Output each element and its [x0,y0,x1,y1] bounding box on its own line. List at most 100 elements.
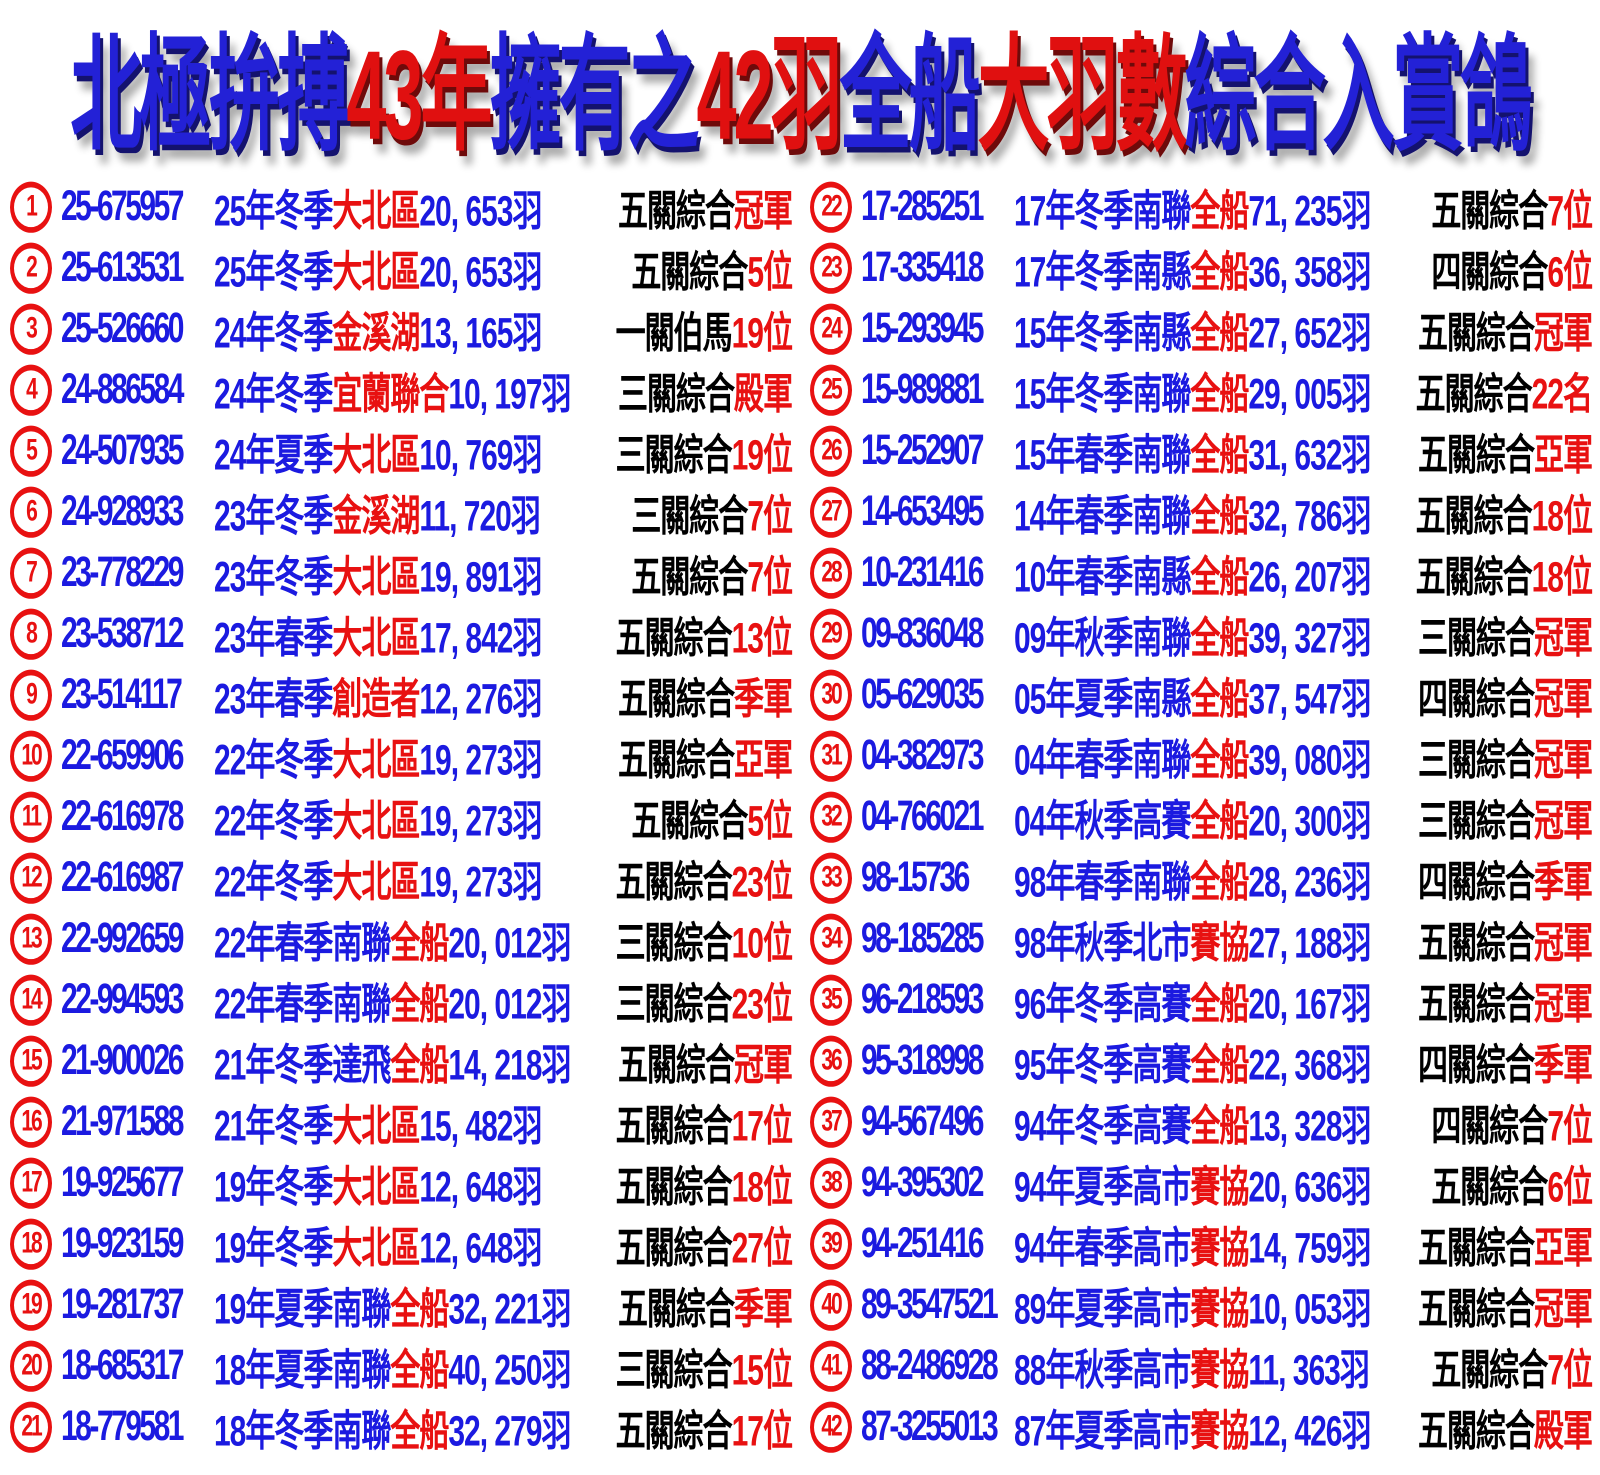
result-category: 四關綜合 [1431,249,1548,296]
bird-count: 27, 652羽 [1248,310,1371,357]
race-club: 全船 [390,1347,449,1394]
bird-count: 19, 273羽 [419,798,542,845]
race-season: 25年冬季 [214,188,333,235]
result-category: 五關綜合 [1418,1225,1535,1272]
ring-number: 19-281737 [61,1280,184,1328]
result-placing: 冠軍 [1534,615,1593,662]
rank-badge: 23 [810,241,852,294]
bird-count: 22, 368羽 [1248,1042,1371,1089]
race-description: 89年夏季高市賽協10, 053羽 [1014,1273,1371,1335]
result-category: 五關綜合 [1418,981,1535,1028]
title-segment: 綜合入賞鴿 [1184,26,1533,167]
result-placing: 亞軍 [1534,1225,1593,1272]
race-club: 賽協 [1190,1347,1249,1394]
bird-count: 20, 012羽 [448,920,571,967]
award-row: 32 04-766021 04年秋季高賽全船20, 300羽 三關綜合冠軍 [810,773,1593,860]
race-description: 95年冬季高賽全船22, 368羽 [1014,1029,1371,1091]
award-row: 35 96-218593 96年冬季高賽全船20, 167羽 五關綜合冠軍 [810,956,1593,1043]
race-season: 94年夏季高市 [1014,1164,1191,1211]
award-row: 15 21-900026 21年冬季達飛全船14, 218羽 五關綜合冠軍 [10,1017,793,1104]
result-placing: 18位 [731,1164,793,1211]
rank-badge: 18 [10,1217,52,1270]
bird-count: 32, 221羽 [448,1286,571,1333]
race-season: 23年冬季 [214,554,333,601]
result-placing: 冠軍 [1534,981,1593,1028]
result-placing: 殿軍 [1534,1408,1593,1455]
rank-badge: 29 [810,607,852,660]
race-description: 88年秋季高市賽協11, 363羽 [1014,1334,1370,1396]
result-placing: 季軍 [734,1286,793,1333]
race-description: 15年春季南聯全船31, 632羽 [1014,419,1371,481]
race-club: 賽協 [1190,1408,1249,1455]
bird-count: 19, 273羽 [419,859,542,906]
result-category: 五關綜合 [615,1164,733,1211]
ring-number: 15-252907 [861,426,984,474]
result-placing: 10位 [731,920,793,967]
race-club: 賽協 [1190,1225,1249,1272]
race-season: 94年春季高市 [1014,1225,1191,1272]
rank-badge: 3 [10,302,52,355]
race-result: 五關綜合18位 [1416,541,1593,603]
race-club: 大北區 [332,188,420,235]
race-description: 17年冬季南聯全船71, 235羽 [1014,175,1371,237]
race-club: 大北區 [332,615,420,662]
rank-badge: 38 [810,1156,852,1209]
race-season: 17年冬季南聯 [1014,188,1191,235]
race-season: 18年冬季南聯 [214,1408,391,1455]
rank-badge: 26 [810,424,852,477]
race-result: 五關綜合5位 [631,236,793,298]
rank-badge: 8 [10,607,52,660]
race-club: 宜蘭聯合 [332,371,449,418]
award-row: 25 15-989881 15年冬季南聯全船29, 005羽 五關綜合22名 [810,346,1593,433]
award-row: 1 25-675957 25年冬季大北區20, 653羽 五關綜合冠軍 [10,163,793,250]
race-season: 88年秋季高市 [1014,1347,1191,1394]
race-season: 15年冬季南聯 [1014,371,1191,418]
ring-number: 17-335418 [861,243,984,291]
rank-badge: 19 [10,1278,52,1331]
result-category: 三關綜合 [1418,615,1535,662]
race-season: 04年秋季高賽 [1014,798,1191,845]
race-season: 18年夏季南聯 [214,1347,391,1394]
title-segment: 擁有之 [489,26,699,167]
race-club: 大北區 [332,1225,420,1272]
bird-count: 26, 207羽 [1248,554,1371,601]
race-season: 23年冬季 [214,493,333,540]
result-placing: 7位 [747,493,793,540]
race-club: 全船 [390,981,449,1028]
award-list-column-right: 22 17-285251 17年冬季南聯全船71, 235羽 五關綜合7位 23 17-3… [810,175,1593,1457]
result-category: 五關綜合 [615,1408,733,1455]
race-season: 96年冬季高賽 [1014,981,1191,1028]
race-description: 22年春季南聯全船20, 012羽 [214,968,571,1030]
rank-badge: 21 [10,1400,52,1453]
race-season: 09年秋季南聯 [1014,615,1191,662]
result-category: 四關綜合 [1418,859,1535,906]
race-description: 24年冬季宜蘭聯合10, 197羽 [214,358,571,420]
race-club: 金溪湖 [332,493,420,540]
race-season: 19年冬季 [214,1225,333,1272]
race-description: 98年春季南聯全船28, 236羽 [1014,846,1371,908]
race-season: 04年春季南聯 [1014,737,1191,784]
ring-number: 22-659906 [61,731,184,779]
rank-badge: 9 [10,668,52,721]
result-category: 三關綜合 [618,371,735,418]
rank-badge: 30 [810,668,852,721]
result-placing: 季軍 [1534,859,1593,906]
ring-number: 24-507935 [61,426,184,474]
rank-badge: 33 [810,851,852,904]
ring-number: 23-778229 [61,548,184,596]
race-club: 賽協 [1190,1286,1249,1333]
race-season: 23年春季 [214,676,333,723]
race-season: 17年冬季南縣 [1014,249,1191,296]
result-category: 四關綜合 [1431,1103,1548,1150]
ring-number: 25-613531 [61,243,184,291]
race-description: 23年春季大北區17, 842羽 [214,602,542,664]
ring-number: 17-285251 [861,182,984,230]
ring-number: 22-616987 [61,853,184,901]
result-category: 五關綜合 [1431,1347,1548,1394]
bird-count: 20, 012羽 [448,981,571,1028]
race-result: 三關綜合15位 [616,1334,793,1396]
ring-number: 18-779581 [61,1402,184,1450]
race-result: 五關綜合18位 [615,1151,793,1213]
award-row: 41 88-2486928 88年秋季高市賽協11, 363羽 五關綜合7位 [810,1322,1593,1409]
award-row: 3 25-526660 24年冬季金溪湖13, 165羽 一關伯馬19位 [10,285,793,372]
